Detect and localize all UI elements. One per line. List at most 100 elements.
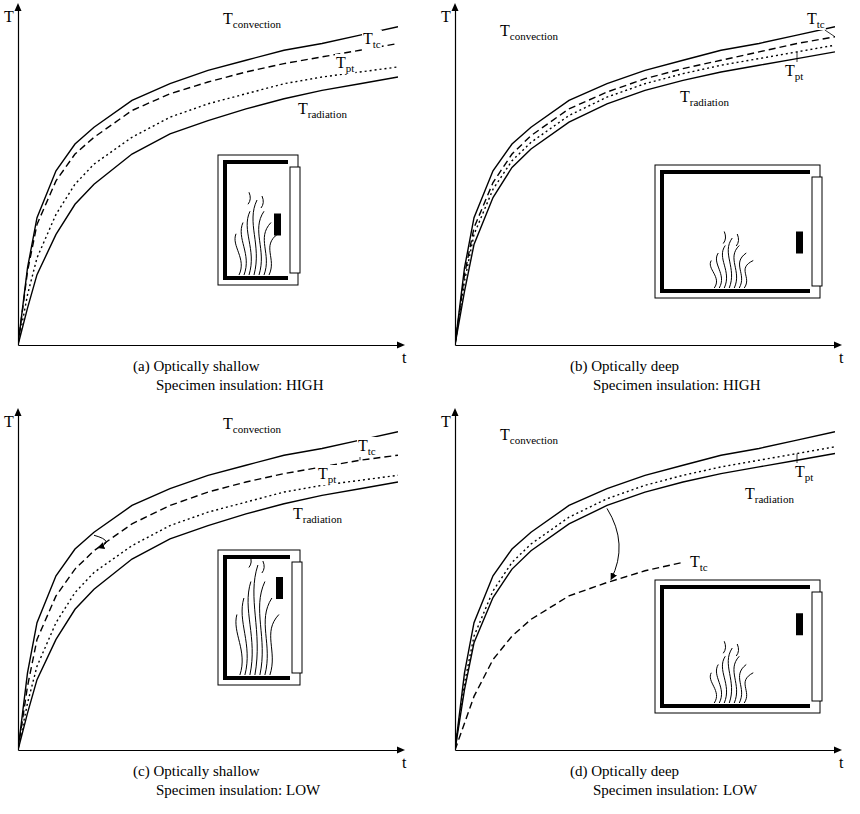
label-subscript: radiation (303, 513, 343, 525)
x-axis-title: t (839, 754, 844, 771)
flame (241, 223, 246, 276)
label-main: T (807, 10, 817, 27)
y-axis-title: T (441, 8, 451, 25)
x-axis-arrow (397, 747, 405, 754)
plot-lines (18, 27, 398, 345)
flame (259, 211, 264, 275)
flame (744, 261, 753, 289)
furnace-door (812, 177, 822, 286)
flame (728, 648, 732, 703)
y-axis-title: T (4, 413, 14, 430)
furnace-inset (218, 550, 302, 685)
furnace-outer (218, 155, 298, 285)
curve-label: Tpt (336, 54, 354, 74)
label-patch (499, 426, 560, 446)
curve (455, 52, 835, 345)
furnace-wall (662, 587, 810, 706)
y-axis-arrow (452, 3, 459, 11)
curve (455, 432, 835, 750)
curve-labels: Tconvection Ttc Tpt Tradiation (499, 426, 814, 573)
label-patch (297, 100, 348, 120)
plot-lines (455, 27, 835, 345)
label-subscript: convection (233, 18, 282, 30)
y-axis (18, 11, 19, 346)
curve (455, 454, 835, 750)
y-axis-title: T (441, 413, 451, 430)
panel: TtTconvectionTtcTptTradiation(c) Optical… (4, 408, 407, 798)
furnace-wall (225, 162, 288, 278)
leader-line (797, 52, 798, 62)
flame (722, 246, 726, 289)
label-subscript: radiation (690, 96, 730, 108)
curve (18, 455, 398, 750)
flame-tip (248, 192, 250, 204)
curve (18, 475, 398, 750)
label-subscript: pt (346, 62, 355, 74)
flame (260, 582, 265, 676)
label-patch (362, 30, 382, 50)
curve-label: Tradiation (680, 88, 729, 108)
label-patch (784, 62, 804, 82)
y-axis-line (18, 11, 19, 346)
panel-subtitle: Specimen insulation: HIGH (156, 377, 324, 393)
y-axis (455, 416, 456, 751)
label-main: T (500, 426, 510, 443)
label-subscript: tc (373, 38, 381, 50)
flame (254, 565, 258, 675)
curve-label: Tconvection (223, 10, 282, 30)
curve-label: Tpt (318, 465, 336, 485)
label-subscript: pt (805, 471, 814, 483)
flame (710, 261, 716, 289)
label-patch (794, 463, 814, 483)
y-axis-arrow (15, 3, 22, 11)
leader-line (825, 30, 835, 37)
y-axis (18, 416, 19, 751)
label-patch (744, 485, 795, 505)
x-axis (456, 345, 836, 346)
curve (455, 37, 835, 345)
panel-title: (a) Optically shallow (133, 358, 260, 375)
flame (722, 656, 726, 703)
panel-title: (d) Optically deep (570, 763, 679, 780)
flame-tip (723, 641, 725, 653)
panel: Tt Tconvection Ttc Tpt Tradiation (d) Optical… (441, 408, 844, 798)
label-patch (222, 10, 283, 30)
label-subscript: convection (510, 434, 559, 446)
curve-label: Ttc (690, 553, 708, 573)
plot-lines (18, 432, 398, 750)
label-subscript: radiation (308, 108, 348, 120)
curve-label: Tradiation (745, 485, 794, 505)
label-patch (679, 88, 730, 108)
chart-figure: TtTconvectionTtcTptTradiation(a) Optical… (0, 0, 860, 814)
flame (744, 673, 753, 703)
label-subscript: tc (817, 18, 825, 30)
label-subscript: convection (233, 423, 282, 435)
label-main: T (795, 463, 805, 480)
curve (455, 562, 683, 750)
furnace-wall (225, 557, 290, 678)
specimen (274, 214, 281, 236)
x-axis-line (19, 750, 399, 751)
x-axis-arrow (397, 342, 405, 349)
label-main: T (318, 465, 328, 482)
label-main: T (363, 30, 373, 47)
flame (734, 656, 739, 703)
curve-label: Tpt (785, 62, 803, 82)
flame-tip (261, 196, 263, 208)
flame (235, 234, 241, 275)
curve (18, 67, 398, 345)
y-axis-arrow (15, 408, 22, 416)
flame-tip (736, 644, 738, 656)
flame-tip (249, 556, 251, 568)
label-subscript: tc (368, 445, 376, 457)
curve-label: Tconvection (500, 426, 559, 446)
flame (236, 615, 242, 676)
furnace-outer (218, 550, 300, 685)
panel-subtitle: Specimen insulation: HIGH (593, 377, 761, 393)
panel-subtitle: Specimen insulation: LOW (593, 782, 758, 798)
curve (18, 77, 398, 345)
specimen (796, 613, 803, 635)
x-axis (456, 750, 836, 751)
label-patch (689, 553, 709, 573)
curve-label: Tradiation (298, 100, 347, 120)
